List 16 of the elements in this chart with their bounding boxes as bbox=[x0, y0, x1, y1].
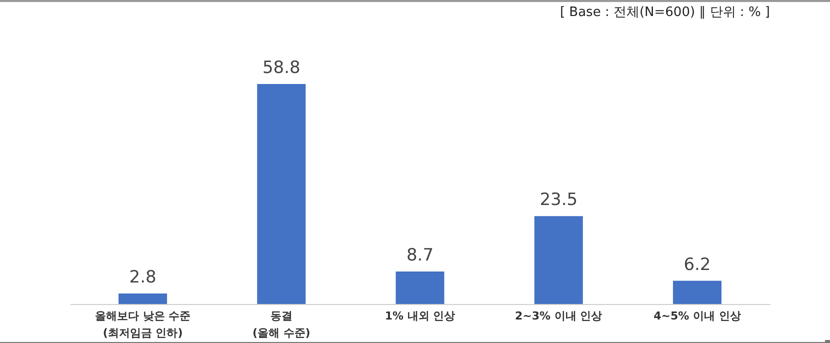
data-label: 2.8 bbox=[129, 268, 156, 288]
x-tick-label: 올해보다 낮은 수준 (최저임금 인하) bbox=[94, 310, 191, 340]
x-tick-label: 1% 내외 인상 bbox=[384, 310, 456, 322]
data-label: 8.7 bbox=[406, 245, 434, 266]
bar bbox=[672, 280, 722, 304]
chart-subtitle: [ Base : 전체(N=600) ∥ 단위 : % ] bbox=[560, 5, 770, 20]
bar bbox=[118, 294, 168, 304]
x-tick-label: 2~3% 이내 인상 bbox=[515, 310, 602, 322]
data-label: 23.5 bbox=[540, 190, 578, 210]
data-label: 58.8 bbox=[262, 58, 300, 78]
bar bbox=[396, 271, 444, 304]
bar bbox=[534, 216, 583, 304]
x-tick-label: 4~5% 이내 인상 bbox=[654, 310, 741, 322]
x-tick-label: 동결 (올해 수준) bbox=[252, 310, 310, 340]
bar bbox=[257, 84, 306, 304]
data-label: 6.2 bbox=[684, 254, 711, 275]
